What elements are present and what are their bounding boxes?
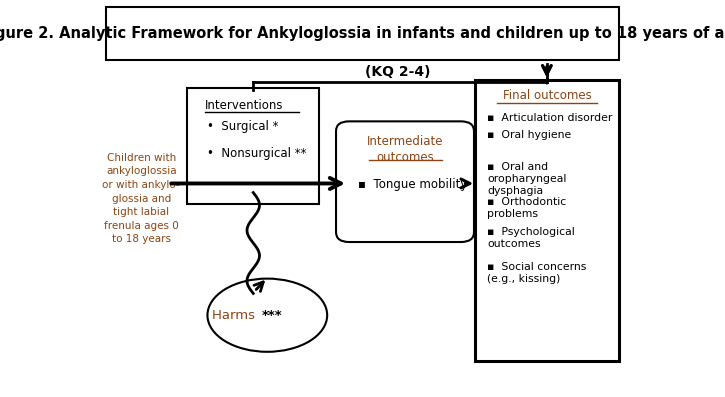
FancyBboxPatch shape (336, 121, 474, 242)
Text: ▪  Oral hygiene: ▪ Oral hygiene (487, 131, 571, 141)
Text: Interventions: Interventions (205, 99, 283, 112)
Text: ▪  Oral and
oropharyngeal
dysphagia: ▪ Oral and oropharyngeal dysphagia (487, 162, 566, 196)
Text: ***: *** (262, 309, 282, 322)
Text: ▪  Psychological
outcomes: ▪ Psychological outcomes (487, 227, 575, 249)
Text: Figure 2. Analytic Framework for Ankyloglossia in infants and children up to 18 : Figure 2. Analytic Framework for Ankylog… (0, 26, 725, 41)
Text: Intermediate
outcomes: Intermediate outcomes (367, 135, 444, 164)
FancyBboxPatch shape (186, 88, 320, 204)
FancyBboxPatch shape (475, 80, 619, 361)
Text: Harms: Harms (212, 309, 260, 322)
Text: •  Surgical *: • Surgical * (207, 119, 279, 133)
Text: Children with
ankyloglossia
or with ankylo-
glossia and
tight labial
frenula age: Children with ankyloglossia or with anky… (102, 153, 181, 244)
Text: ▪  Social concerns
(e.g., kissing): ▪ Social concerns (e.g., kissing) (487, 262, 587, 284)
Text: Final outcomes: Final outcomes (502, 89, 592, 102)
Text: ▪  Tongue mobility: ▪ Tongue mobility (358, 178, 468, 191)
FancyBboxPatch shape (106, 7, 618, 60)
Text: •  Nonsurgical **: • Nonsurgical ** (207, 146, 307, 160)
Text: ▪  Articulation disorder: ▪ Articulation disorder (487, 114, 613, 123)
Text: ▪  Orthodontic
problems: ▪ Orthodontic problems (487, 197, 566, 218)
Text: (KQ 2-4): (KQ 2-4) (365, 65, 430, 79)
Ellipse shape (207, 279, 327, 352)
